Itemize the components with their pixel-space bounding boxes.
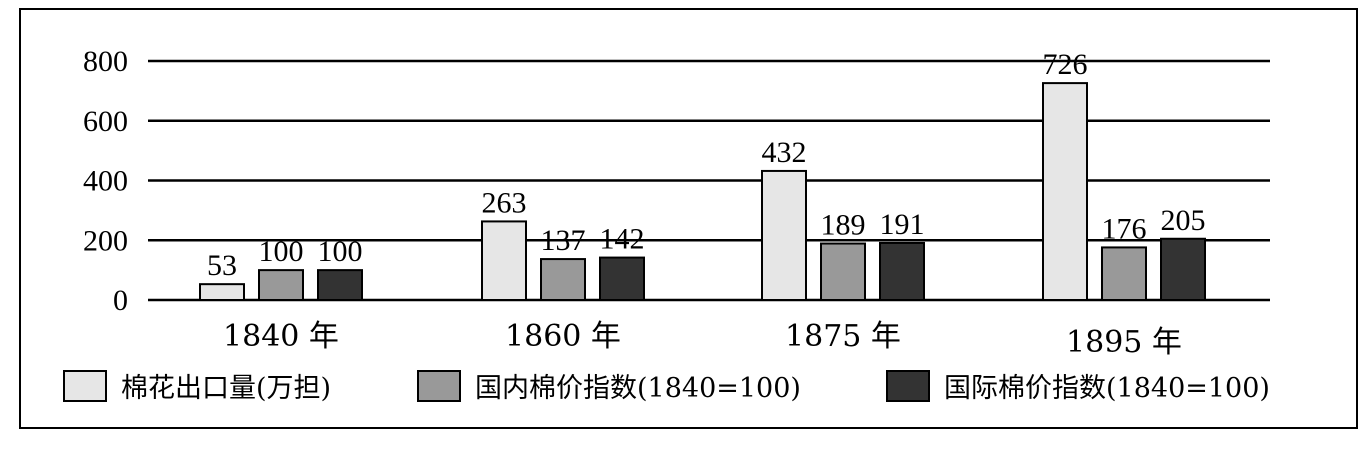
data-label: 142 [600,223,645,256]
bar [199,283,245,302]
data-label: 100 [318,235,363,268]
x-tick-label: 1895 年 [1066,325,1182,360]
bar [1101,246,1147,301]
legend-label: 棉花出口量(万担) [121,373,331,404]
legend-swatch [63,370,107,402]
bar [820,242,866,302]
bar [1042,82,1088,301]
data-label: 205 [1161,204,1206,237]
bar [1160,237,1206,302]
bar [317,269,363,301]
data-label: 726 [1043,48,1088,81]
legend-label: 国际棉价指数(1840=100) [944,373,1270,404]
y-tick-label: 200 [83,224,128,257]
data-label: 100 [259,235,304,268]
legend-swatch [886,370,930,402]
legend-label: 国内棉价指数(1840=100) [475,373,801,404]
data-label: 137 [541,224,586,257]
bar [599,256,645,302]
x-tick-label: 1860 年 [505,319,621,354]
x-tick-label: 1840 年 [223,319,339,354]
bar [879,241,925,301]
y-tick-label: 800 [83,45,128,78]
x-tick-label: 1875 年 [785,319,901,354]
data-label: 189 [821,209,866,242]
data-label: 263 [482,186,527,219]
bar [258,269,304,301]
data-label: 432 [762,136,807,169]
y-tick-label: 600 [83,105,128,138]
chart-frame [19,8,1358,429]
data-label: 191 [880,208,925,241]
bar [761,169,807,301]
y-tick-label: 0 [113,284,128,317]
bar [540,258,586,302]
y-tick-label: 400 [83,165,128,198]
bar [481,220,527,302]
data-label: 176 [1102,212,1147,245]
data-label: 53 [207,249,237,282]
legend-swatch [417,370,461,402]
